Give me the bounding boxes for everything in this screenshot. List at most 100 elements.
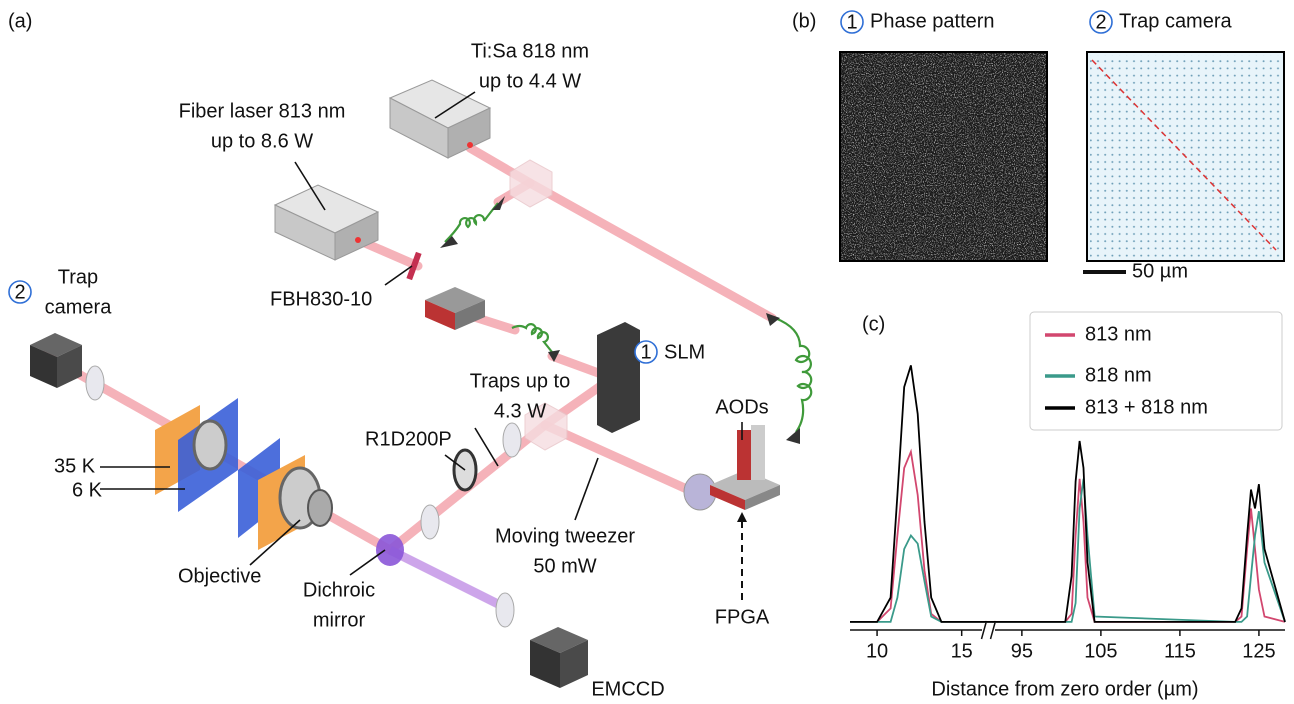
coupler	[786, 428, 800, 444]
fiber	[444, 202, 499, 243]
chart: (c) Distance from zero order (µm) 10 15 95…	[850, 311, 1286, 700]
laser-output	[355, 237, 361, 243]
legend-label: 813 + 818 nm	[1085, 396, 1208, 418]
panel-label: (a)	[8, 10, 32, 32]
coupler	[440, 236, 458, 248]
label: Dichroic	[303, 579, 375, 601]
x-tick-label: 125	[1242, 640, 1275, 662]
label: up to 4.4 W	[479, 70, 581, 92]
marker	[1089, 10, 1113, 34]
leader	[249, 519, 301, 566]
label: mirror	[313, 609, 366, 631]
label: 35 K	[54, 455, 96, 477]
label: SLM	[664, 341, 705, 363]
camera	[560, 640, 588, 688]
label: Moving tweezer	[495, 525, 635, 547]
label: FPGA	[715, 606, 770, 628]
objective-part	[192, 419, 228, 471]
dichroic	[376, 534, 404, 566]
scale-label: 50 µm	[1132, 260, 1188, 282]
phase-image-noise	[841, 53, 1046, 260]
slm	[597, 322, 640, 433]
arrow-head	[737, 512, 747, 522]
camera	[57, 345, 82, 388]
marker-number: 1	[846, 11, 857, 33]
marker	[840, 10, 864, 34]
lens	[85, 365, 105, 401]
label: FBH830-10	[270, 288, 372, 310]
panel-label: (c)	[862, 313, 885, 335]
leader	[349, 549, 386, 576]
legend	[1029, 311, 1283, 431]
coupler	[766, 313, 780, 326]
setup-diagram: (a) Ti:Sa 818 nm up to 4.4 W Fiber laser…	[8, 10, 813, 700]
series-line	[850, 448, 1286, 623]
x-axis-label: Distance from zero order (µm)	[931, 678, 1198, 700]
camera	[30, 333, 82, 357]
camera	[530, 640, 560, 688]
series-line	[850, 478, 1286, 623]
filter	[406, 251, 422, 281]
label: Fiber laser 813 nm	[179, 100, 346, 122]
leader	[434, 91, 476, 119]
legend-label: 813 nm	[1085, 323, 1152, 345]
coupler	[492, 196, 505, 210]
label: up to 8.6 W	[211, 130, 313, 152]
beam-fluorescence	[387, 545, 513, 615]
fiber	[511, 323, 553, 353]
isolator	[455, 300, 485, 330]
leader	[384, 265, 413, 286]
label: EMCCD	[591, 678, 664, 700]
beam-splitter	[524, 402, 568, 451]
x-tick-label: 95	[1011, 640, 1033, 662]
marker-number: 2	[1095, 11, 1106, 33]
aod	[737, 430, 751, 480]
camera	[30, 345, 57, 388]
lens	[420, 504, 440, 540]
marker	[8, 280, 32, 304]
leader	[574, 457, 599, 521]
beam-splitter	[509, 159, 553, 208]
legend-label: 818 nm	[1085, 364, 1152, 386]
marker	[634, 340, 658, 364]
fiber	[774, 316, 813, 433]
label: Trap	[58, 266, 98, 288]
label: Objective	[178, 565, 261, 587]
marker-number: 2	[14, 281, 25, 303]
x-tick-label: 10	[866, 640, 888, 662]
diagonal	[1091, 59, 1277, 251]
lens	[495, 592, 515, 628]
panel-label: (b)	[792, 10, 816, 32]
camera	[530, 627, 588, 653]
objective	[307, 489, 333, 527]
axis-break	[980, 620, 997, 640]
marker-number: 1	[640, 341, 651, 363]
x-tick-label: 115	[1164, 640, 1196, 662]
label: camera	[45, 296, 113, 318]
series-line	[850, 365, 1286, 623]
label: 4.3 W	[494, 400, 546, 422]
leader	[444, 454, 466, 471]
x-tick-label: 105	[1084, 640, 1117, 662]
isolator	[425, 300, 455, 330]
aod	[745, 485, 780, 510]
label: R1D200P	[365, 428, 452, 450]
label: AODs	[715, 396, 768, 418]
label: Trap camera	[1119, 10, 1233, 32]
coupler	[548, 350, 560, 362]
lens	[502, 422, 522, 458]
laser-box	[447, 107, 491, 159]
label: Traps up to	[470, 370, 570, 392]
aod	[751, 425, 765, 480]
aod	[710, 485, 745, 510]
leader	[474, 427, 499, 467]
laser-output	[467, 142, 473, 148]
label: 6 K	[72, 479, 103, 501]
laser-box	[334, 211, 379, 261]
label: Phase pattern	[870, 10, 995, 32]
label: Ti:Sa 818 nm	[471, 40, 589, 62]
panel-b: (b) 1 Phase pattern 2 Trap camera 50 µm	[792, 10, 1285, 282]
x-tick-label: 15	[951, 640, 973, 662]
leader	[294, 161, 326, 211]
